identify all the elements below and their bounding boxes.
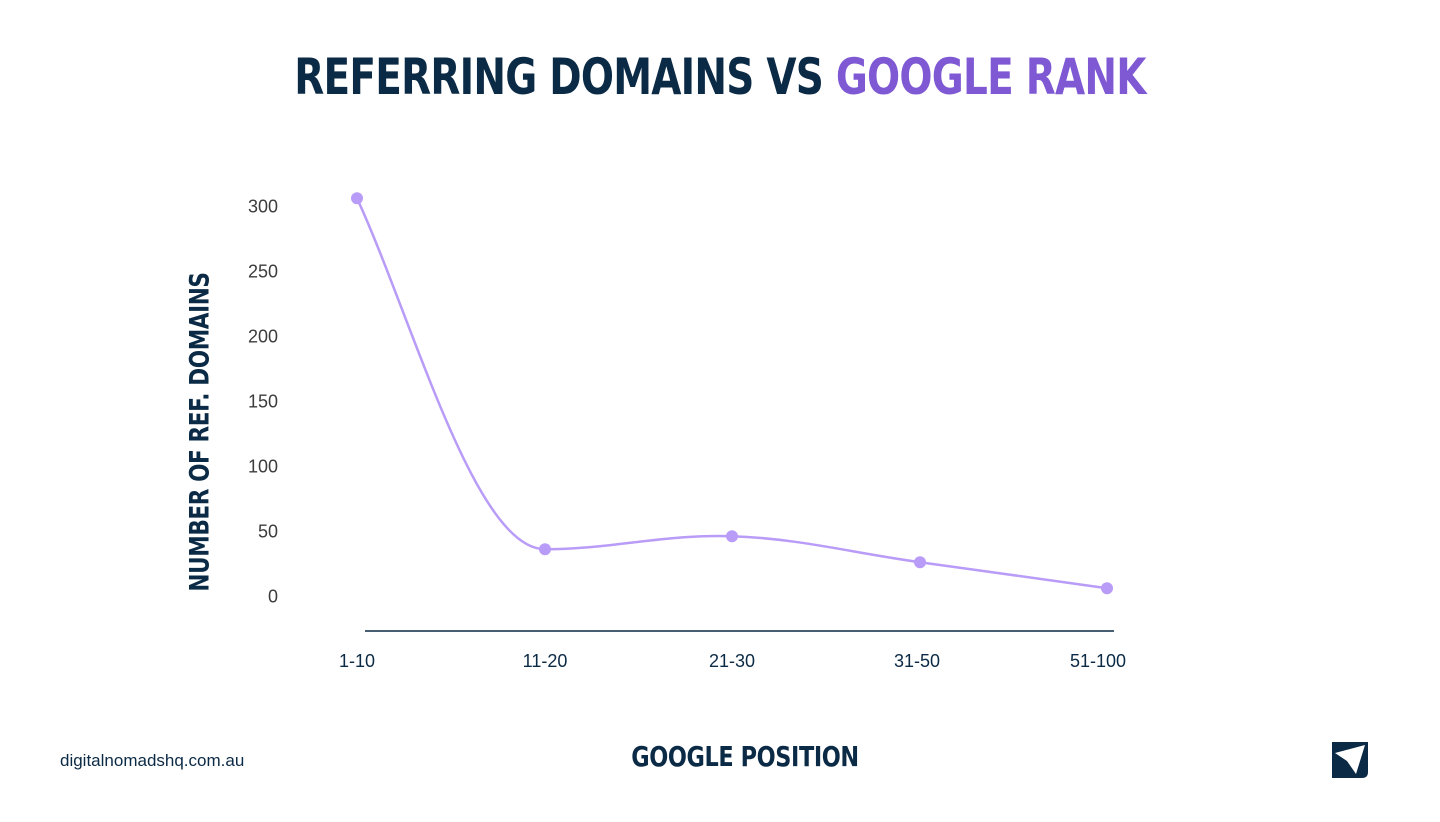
title-main: REFERRING DOMAINS VS (294, 48, 836, 106)
y-tick: 300 (247, 196, 278, 217)
data-point[interactable] (1101, 582, 1113, 595)
x-tick: 1-10 (338, 651, 376, 671)
data-point[interactable] (726, 530, 738, 543)
series-line (355, 197, 1108, 590)
y-tick: 50 (257, 521, 278, 542)
data-point[interactable] (539, 543, 551, 556)
data-point[interactable] (914, 556, 926, 569)
footer-url[interactable]: digitalnomadshq.com.au (60, 751, 245, 770)
y-tick: 200 (247, 326, 278, 347)
paper-plane-logo-icon (1332, 742, 1368, 778)
x-tick: 21-30 (708, 651, 756, 671)
y-tick: 0 (267, 586, 278, 607)
x-axis-label: GOOGLE POSITION (631, 740, 859, 773)
chart-title: REFERRING DOMAINS VS GOOGLE RANK (158, 48, 1281, 106)
data-point[interactable] (351, 192, 363, 205)
x-tick: 51-100 (1069, 651, 1127, 671)
x-tick: 31-50 (893, 651, 941, 671)
y-tick: 150 (247, 391, 278, 412)
series-points (351, 192, 1113, 595)
y-tick: 250 (247, 261, 278, 282)
y-tick: 100 (247, 456, 278, 477)
x-tick: 11-20 (522, 651, 568, 671)
title-accent: GOOGLE RANK (835, 48, 1147, 106)
